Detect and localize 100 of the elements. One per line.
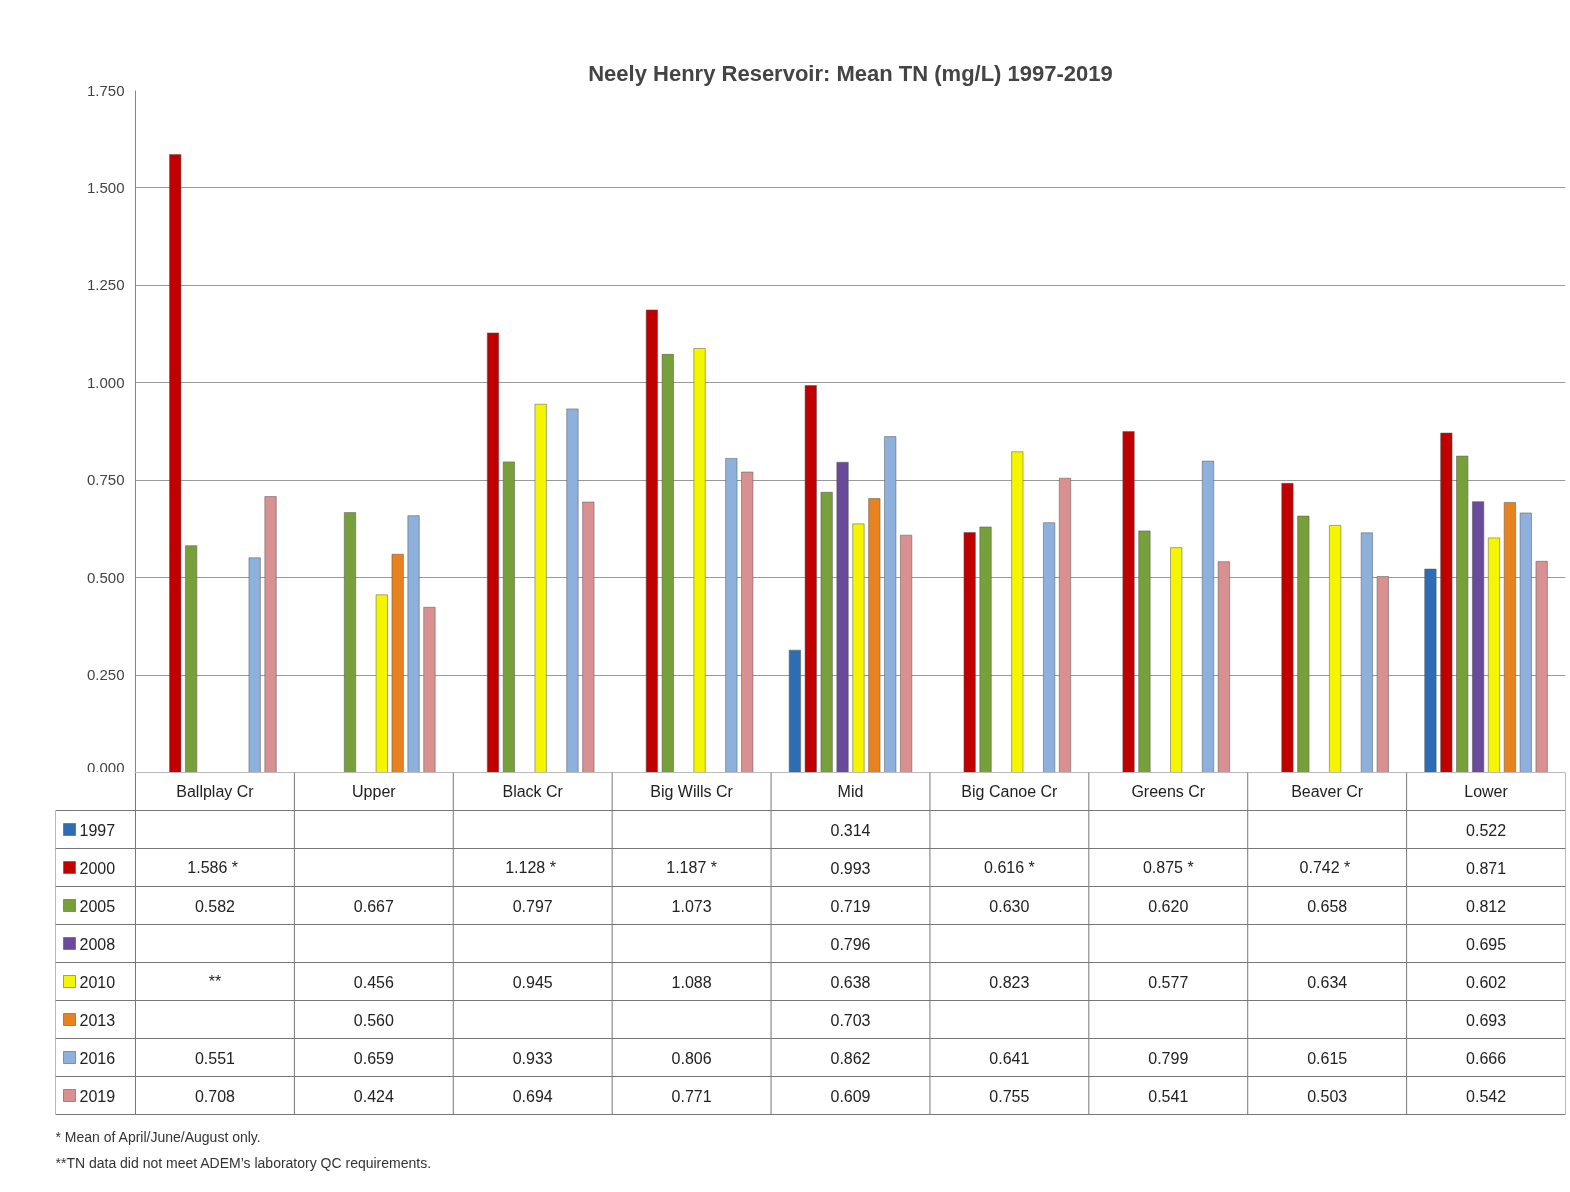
legend-label: 2000 (79, 859, 116, 877)
legend-label: 2005 (79, 897, 116, 915)
data-label: 0.615 (1307, 1049, 1348, 1067)
bar (1202, 460, 1214, 772)
data-label: 1.128 * (505, 859, 556, 876)
data-label: 0.638 (830, 973, 871, 991)
x-tick-label: Greens Cr (1131, 783, 1206, 800)
bar (1217, 561, 1230, 772)
data-label: 0.993 (830, 859, 871, 877)
text: * Mean of April/June/August only. (55, 1128, 261, 1145)
data-label: 0.695 (1466, 935, 1507, 953)
bar (836, 462, 849, 772)
bar (741, 471, 754, 772)
data-label: 1.073 (671, 897, 712, 915)
bar (900, 534, 913, 772)
bar (963, 532, 976, 772)
data-label: 0.658 (1307, 897, 1348, 915)
bar (582, 501, 595, 772)
data-label: 0.703 (830, 1011, 871, 1029)
bar (423, 607, 436, 772)
bar (1376, 576, 1389, 772)
data-label: 0.424 (353, 1087, 394, 1105)
y-tick-label: 1.000 (86, 373, 125, 391)
legend-label: 2010 (79, 973, 116, 991)
legend-label: 2016 (79, 1049, 116, 1067)
bar (1535, 561, 1548, 772)
data-label: 1.088 (671, 973, 712, 991)
data-label: 0.602 (1466, 973, 1507, 991)
bar (1519, 512, 1532, 772)
bar (391, 554, 404, 772)
legend-label: 2019 (79, 1087, 116, 1105)
text: **TN data did not meet ADEM’s laboratory QC requirements. (55, 1154, 432, 1171)
data-label: 0.609 (830, 1087, 871, 1105)
data-label: 0.871 (1466, 859, 1507, 877)
x-tick-label: Upper (352, 783, 397, 800)
bar (1488, 537, 1500, 772)
bar (788, 649, 801, 772)
bar (979, 526, 992, 772)
bar (1170, 547, 1183, 772)
data-label: 0.755 (989, 1087, 1030, 1105)
data-label: 0.551 (194, 1049, 236, 1067)
data-label: 0.616 * (984, 859, 1035, 876)
data-label: 0.641 (989, 1049, 1030, 1067)
bar (1281, 483, 1294, 772)
data-label: 0.577 (1148, 973, 1189, 991)
bar (502, 461, 515, 772)
bar (1329, 525, 1342, 772)
bar (185, 545, 198, 772)
bar (1297, 515, 1310, 772)
bar (264, 496, 277, 772)
y-tick-label: 0.250 (86, 666, 125, 684)
bar (1138, 530, 1151, 772)
bar (645, 309, 658, 772)
bar (1122, 431, 1135, 772)
y-tick-label: 0.750 (86, 471, 125, 489)
bar (1456, 455, 1469, 772)
data-label: 0.812 (1466, 897, 1507, 915)
y-tick-label: 1.250 (86, 276, 125, 294)
bar (661, 354, 674, 772)
data-label: 0.582 (194, 897, 236, 915)
bar (248, 557, 261, 772)
bar (1043, 522, 1056, 772)
bar (1059, 478, 1071, 772)
bar (1472, 501, 1485, 772)
legend-label: 2013 (79, 1011, 116, 1029)
x-tick-label: Mid (837, 783, 864, 800)
data-label: 0.666 (1466, 1049, 1507, 1067)
x-tick-label: Ballplay Cr (176, 783, 255, 800)
x-tick-label: Lower (1464, 783, 1509, 800)
bar (725, 458, 738, 772)
bar (1360, 532, 1373, 772)
data-label: 0.667 (353, 897, 394, 915)
data-label: 0.456 (353, 973, 394, 991)
data-label: 1.187 * (666, 859, 717, 876)
legend-label: 2008 (79, 935, 116, 953)
chart-title: Neely Henry Reservoir: Mean TN (mg/L) 1997-2019 (588, 60, 1113, 86)
bar (375, 594, 388, 772)
bar (169, 154, 182, 772)
bar (852, 523, 865, 772)
data-label: 0.797 (512, 897, 553, 915)
data-label: 0.620 (1148, 897, 1189, 915)
bar (407, 515, 420, 772)
data-label: 0.771 (671, 1087, 712, 1105)
x-tick-label: Big Canoe Cr (961, 783, 1059, 800)
bar (487, 332, 499, 772)
bar (884, 436, 897, 772)
data-label: 0.541 (1148, 1087, 1189, 1105)
data-label: 0.694 (512, 1087, 553, 1105)
bar (820, 492, 833, 772)
data-label: 0.945 (512, 973, 553, 991)
data-label: 0.719 (830, 897, 871, 915)
data-label: 0.659 (353, 1049, 394, 1067)
bar (534, 403, 547, 772)
data-label: 0.823 (989, 973, 1030, 991)
x-tick-label: Big Wills Cr (650, 783, 734, 800)
data-label: 0.560 (353, 1011, 394, 1029)
data-label: 0.630 (989, 897, 1030, 915)
data-label: 0.542 (1466, 1087, 1507, 1105)
data-label: 0.503 (1307, 1087, 1348, 1105)
bar (804, 385, 817, 772)
